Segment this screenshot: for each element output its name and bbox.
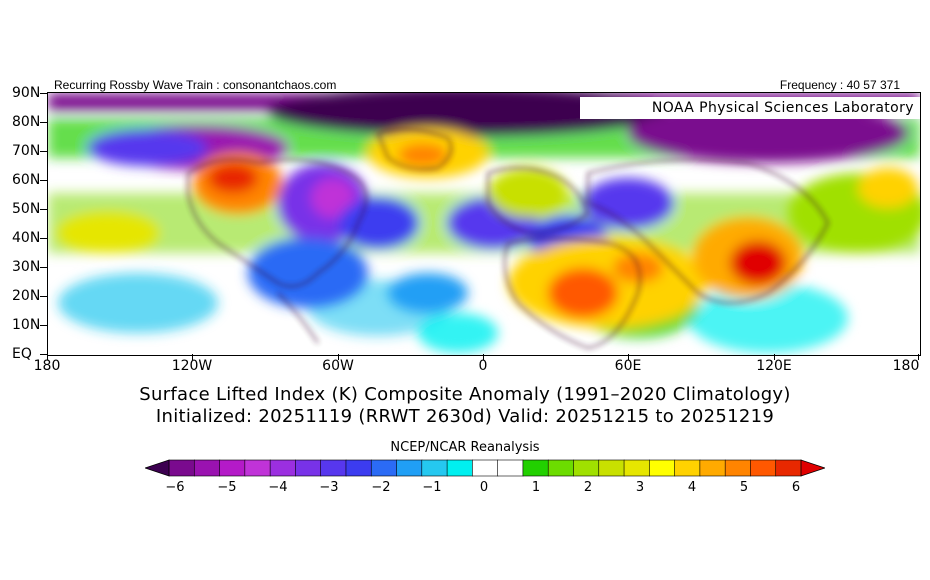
anomaly-field bbox=[48, 93, 920, 355]
lat-label-eq: EQ bbox=[12, 346, 32, 362]
colorbar-max-arrow bbox=[800, 459, 825, 477]
lon-tick bbox=[338, 354, 339, 360]
noaa-credit: NOAA Physical Sciences Laboratory bbox=[580, 97, 920, 119]
lat-tick bbox=[40, 267, 47, 268]
colorbar-cell bbox=[472, 459, 499, 477]
colorbar-label: 2 bbox=[583, 480, 593, 495]
colorbar-cell bbox=[598, 459, 625, 477]
colorbar-cell bbox=[219, 459, 246, 477]
map-title: Surface Lifted Index (K) Composite Anoma… bbox=[139, 384, 791, 405]
lon-tick bbox=[192, 354, 193, 360]
colorbar-label: 0 bbox=[479, 480, 489, 495]
lat-label-50n: 50N bbox=[12, 201, 41, 217]
lat-label-40n: 40N bbox=[12, 230, 41, 246]
lat-tick bbox=[40, 151, 47, 152]
lat-label-90n: 90N bbox=[12, 85, 41, 101]
lat-tick bbox=[40, 354, 47, 355]
data-source-label: NCEP/NCAR Reanalysis bbox=[390, 440, 540, 455]
lat-tick bbox=[40, 122, 47, 123]
map-subtitle: Initialized: 20251119 (RRWT 2630d) Valid… bbox=[155, 406, 775, 427]
colorbar-cell bbox=[168, 459, 195, 477]
colorbar-cell bbox=[724, 459, 752, 477]
colorbar-cell bbox=[295, 459, 322, 477]
colorbar-cell bbox=[193, 459, 221, 477]
colorbar-cell bbox=[269, 459, 297, 477]
lat-label-30n: 30N bbox=[12, 259, 41, 275]
colorbar-cell bbox=[775, 459, 802, 477]
colorbar-label: −5 bbox=[217, 480, 237, 495]
colorbar-cell bbox=[446, 459, 473, 477]
colorbar-label: −6 bbox=[165, 480, 185, 495]
lon-label-120w: 120W bbox=[171, 358, 213, 374]
colorbar-cell bbox=[396, 459, 423, 477]
lat-label-20n: 20N bbox=[12, 288, 41, 304]
colorbar-label: 3 bbox=[635, 480, 645, 495]
colorbar-min-arrow bbox=[145, 459, 170, 477]
lon-tick bbox=[628, 354, 629, 360]
colorbar-cell bbox=[649, 459, 676, 477]
lon-tick bbox=[47, 354, 48, 360]
lat-tick bbox=[40, 180, 47, 181]
lon-label-180e: 180 bbox=[892, 358, 920, 374]
lon-label-60w: 60W bbox=[322, 358, 354, 374]
colorbar-cell bbox=[345, 459, 372, 477]
colorbar-cell bbox=[421, 459, 448, 477]
colorbar-cell bbox=[699, 459, 726, 477]
header-credit-left: Recurring Rossby Wave Train : consonantc… bbox=[54, 78, 337, 92]
lon-label-120e: 120E bbox=[756, 358, 792, 374]
lat-label-60n: 60N bbox=[12, 172, 41, 188]
colorbar-label: 6 bbox=[791, 480, 801, 495]
lon-tick bbox=[774, 354, 775, 360]
lat-tick bbox=[40, 93, 47, 94]
lat-label-10n: 10N bbox=[12, 317, 41, 333]
colorbar-cell bbox=[522, 459, 549, 477]
colorbar-label: 1 bbox=[531, 480, 541, 495]
lon-tick bbox=[918, 354, 919, 360]
colorbar bbox=[145, 459, 825, 477]
lon-label-180w: 180 bbox=[33, 358, 61, 374]
colorbar-cell bbox=[623, 459, 650, 477]
lon-tick bbox=[483, 354, 484, 360]
colorbar-cell bbox=[320, 459, 347, 477]
colorbar-cell bbox=[370, 459, 398, 477]
header-frequency: Frequency : 40 57 371 bbox=[779, 78, 900, 92]
lat-tick bbox=[40, 325, 47, 326]
colorbar-label: −1 bbox=[422, 480, 442, 495]
lat-label-70n: 70N bbox=[12, 143, 41, 159]
colorbar-label: −4 bbox=[268, 480, 288, 495]
colorbar-label: 4 bbox=[687, 480, 697, 495]
colorbar-cell bbox=[750, 459, 777, 477]
lon-label-60e: 60E bbox=[614, 358, 642, 374]
lon-label-0: 0 bbox=[478, 358, 488, 374]
lat-tick bbox=[40, 238, 47, 239]
colorbar-cell bbox=[573, 459, 600, 477]
lat-tick bbox=[40, 209, 47, 210]
colorbar-label: −2 bbox=[371, 480, 391, 495]
colorbar-label: −3 bbox=[319, 480, 339, 495]
colorbar-label: 5 bbox=[739, 480, 749, 495]
colorbar-cell bbox=[244, 459, 271, 477]
colorbar-cell bbox=[674, 459, 701, 477]
lat-tick bbox=[40, 296, 47, 297]
lat-label-80n: 80N bbox=[12, 114, 41, 130]
colorbar-cell bbox=[497, 459, 524, 477]
colorbar-cell bbox=[547, 459, 575, 477]
map-plot: NOAA Physical Sciences Laboratory bbox=[47, 92, 921, 356]
